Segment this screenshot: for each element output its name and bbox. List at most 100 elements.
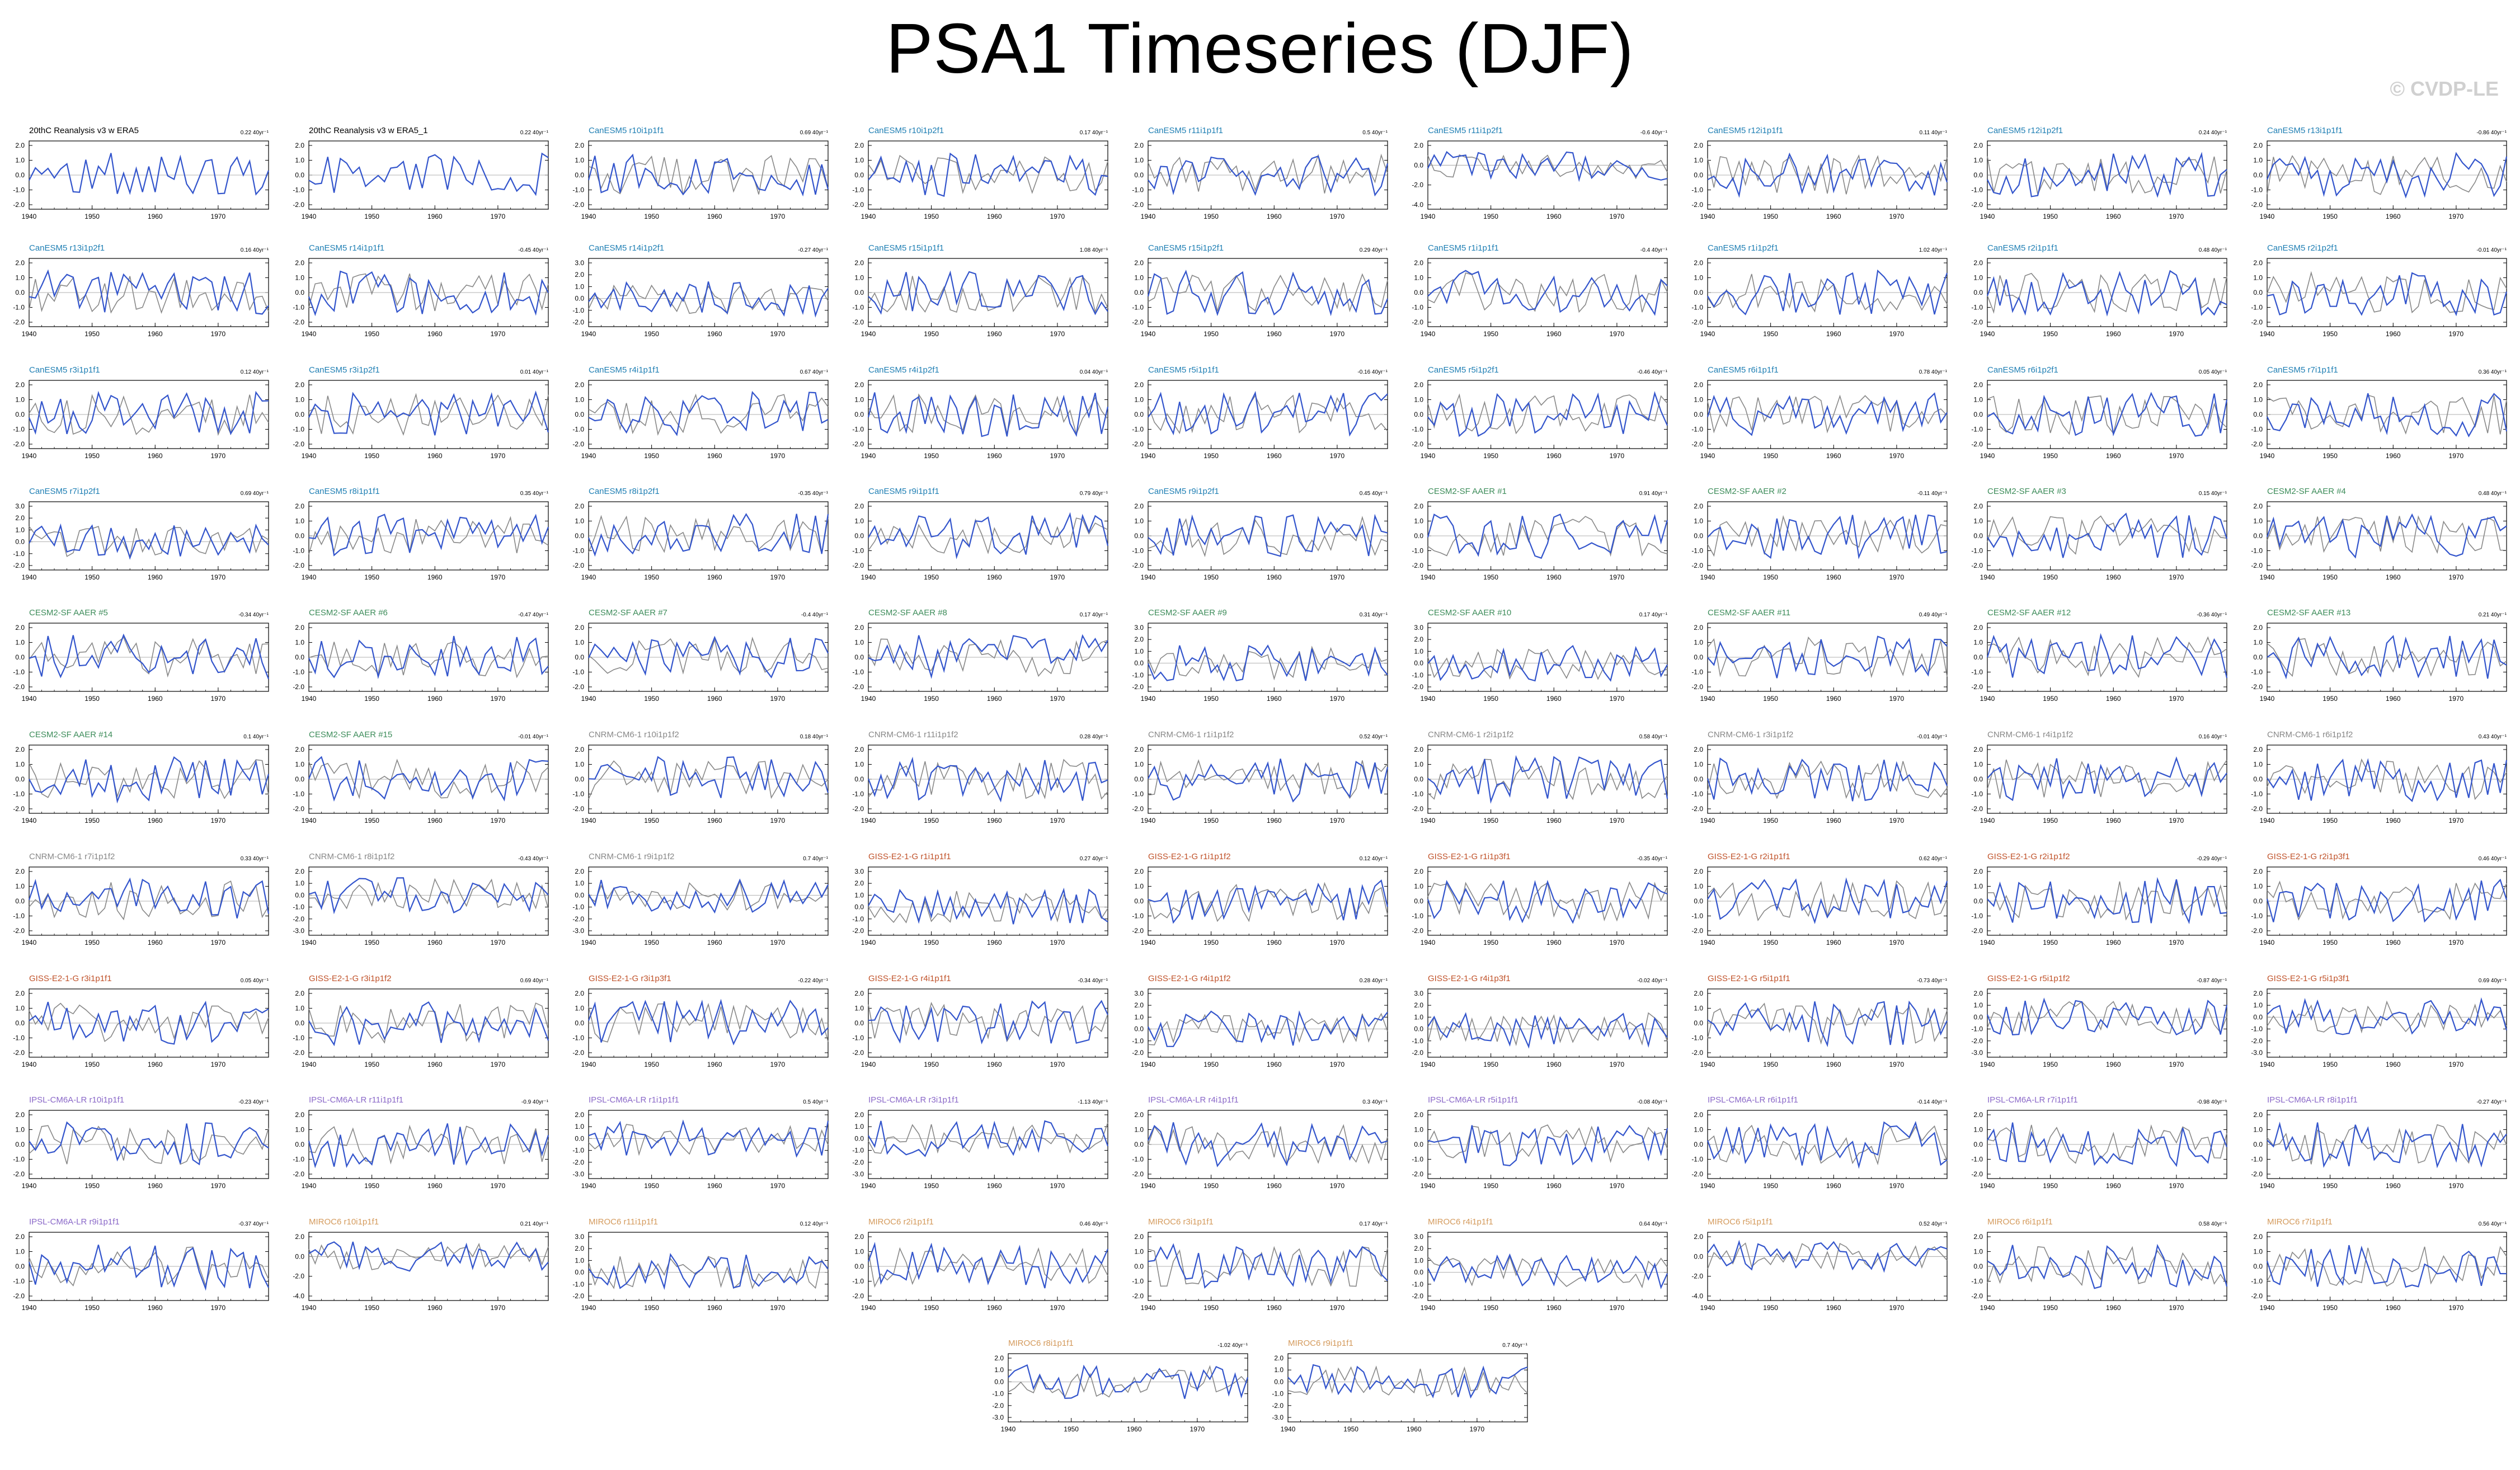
obs-series-line: [1707, 274, 1948, 313]
member-series-line: [1986, 633, 2228, 679]
x-tick-label: 1940: [1980, 1061, 1995, 1068]
panel-trend: -0.87 40yr⁻¹: [2197, 978, 2227, 984]
x-tick-label: 1970: [1330, 817, 1345, 824]
y-tick-label: -2.0: [293, 915, 304, 923]
x-tick-label: 1960: [2386, 817, 2401, 824]
x-tick-label: 1970: [2449, 213, 2464, 220]
y-tick-label: -1.0: [572, 186, 584, 194]
x-tick-label: 1960: [1546, 330, 1562, 338]
x-tick-label: 1950: [364, 1061, 379, 1068]
x-tick-label: 1940: [22, 330, 37, 338]
y-tick-label: -2.0: [1691, 201, 1703, 209]
obs-series-line: [1707, 760, 1948, 799]
member-series-line: [2267, 1122, 2507, 1169]
y-tick-label: -1.0: [1691, 1034, 1703, 1042]
y-tick-label: 2.0: [295, 381, 304, 389]
y-tick-label: 0.0: [1134, 532, 1144, 540]
y-tick-label: 0.0: [2253, 897, 2263, 905]
x-tick-label: 1940: [1980, 213, 1995, 220]
x-tick-label: 1940: [302, 1061, 317, 1068]
x-tick-label: 1970: [1050, 817, 1065, 824]
y-tick-label: 2.0: [295, 746, 304, 753]
y-tick-label: -1.0: [1132, 1278, 1144, 1285]
y-tick-label: -1.0: [293, 903, 304, 911]
x-tick-label: 1940: [1980, 573, 1995, 581]
panel-label: IPSL-CM6A-LR r10i1p1f1: [29, 1095, 124, 1105]
x-tick-label: 1970: [770, 1304, 786, 1312]
x-tick-label: 1970: [1330, 213, 1345, 220]
y-tick-label: 2.0: [575, 1245, 584, 1252]
panel-label: CanESM5 r3i1p2f1: [309, 365, 380, 375]
x-tick-label: 1950: [2043, 1061, 2058, 1068]
y-tick-label: -2.0: [1132, 927, 1144, 935]
obs-series-line: [29, 394, 269, 436]
y-tick-label: 0.0: [1414, 289, 1423, 296]
y-tick-label: 2.0: [295, 624, 304, 632]
member-series-line: [29, 153, 270, 196]
x-tick-label: 1940: [581, 1304, 596, 1312]
y-tick-label: 2.0: [2253, 259, 2263, 267]
y-tick-label: -1.0: [1971, 790, 1983, 798]
y-tick-label: -3.0: [1272, 1414, 1283, 1421]
y-tick-label: -2.0: [13, 201, 25, 209]
obs-series-line: [1707, 1124, 1948, 1166]
panel-label: CNRM-CM6-1 r10i1p1f2: [589, 730, 679, 739]
y-tick-label: 0.0: [2253, 171, 2263, 179]
x-tick-label: 1960: [2106, 695, 2121, 703]
y-tick-label: 0.0: [1694, 171, 1703, 179]
x-tick-label: 1960: [148, 213, 163, 220]
y-tick-label: 1.0: [1973, 517, 1983, 525]
y-tick-label: -2.0: [1132, 201, 1144, 209]
x-tick-label: 1970: [1889, 1182, 1905, 1190]
x-tick-label: 1970: [1050, 1061, 1065, 1068]
y-tick-label: 0.0: [295, 1019, 304, 1027]
y-tick-label: -3.0: [293, 927, 304, 935]
y-tick-label: -1.0: [2251, 547, 2263, 555]
y-tick-label: -2.0: [1412, 927, 1423, 935]
panel: GISS-E2-1-G r2i1p3f1 0.46 40yr⁻¹ 2.0 1.0 0.0…: [2251, 852, 2508, 946]
y-tick-label: 1.0: [2253, 157, 2263, 164]
plot-frame: [868, 1110, 1108, 1179]
y-tick-label: 0.0: [1414, 897, 1423, 905]
x-tick-label: 1970: [1050, 330, 1065, 338]
y-tick-label: -1.0: [572, 903, 584, 911]
x-tick-label: 1960: [1267, 452, 1282, 460]
panel-label: CanESM5 r6i1p2f1: [1987, 365, 2058, 375]
y-tick-label: 1.0: [1134, 1013, 1144, 1021]
x-tick-label: 1970: [2169, 573, 2184, 581]
x-tick-label: 1960: [427, 330, 443, 338]
x-tick-label: 1970: [770, 452, 786, 460]
panel: CanESM5 r5i1p1f1 -0.16 40yr⁻¹ 2.0 1.0 0.0 -1.…: [1132, 365, 1388, 460]
panel-trend: -0.11 40yr⁻¹: [1917, 491, 1948, 497]
y-tick-label: 2.0: [854, 142, 864, 149]
y-tick-label: 3.0: [1134, 990, 1144, 997]
plot-frame: [1287, 1353, 1528, 1422]
y-tick-label: 1.0: [2253, 883, 2263, 891]
panel-trend: 0.43 40yr⁻¹: [2479, 734, 2507, 740]
panel-trend: -0.37 40yr⁻¹: [238, 1221, 269, 1227]
plot-frame: [588, 866, 829, 936]
y-tick-label: 2.0: [1973, 868, 1983, 875]
y-tick-label: -1.0: [852, 790, 864, 798]
y-tick-label: 2.0: [15, 624, 25, 632]
y-tick-label: 0.0: [575, 1019, 584, 1027]
y-tick-label: -2.0: [852, 805, 864, 813]
x-tick-label: 1970: [770, 939, 786, 946]
panel: 20thC Reanalysis v3 w ERA5 0.22 40yr⁻¹ 2.0…: [13, 126, 270, 220]
y-tick-label: -1.0: [852, 186, 864, 194]
y-tick-label: -1.0: [2251, 186, 2263, 194]
x-tick-label: 1960: [427, 573, 443, 581]
panel-label: CNRM-CM6-1 r6i1p1f2: [2267, 730, 2353, 739]
x-tick-label: 1950: [1763, 573, 1778, 581]
y-tick-label: 0.0: [295, 653, 304, 661]
x-tick-label: 1940: [2260, 1061, 2275, 1068]
y-tick-label: 2.0: [854, 990, 864, 997]
panel-trend: 0.21 40yr⁻¹: [520, 1221, 549, 1227]
y-tick-label: 2.0: [2253, 1233, 2263, 1241]
y-tick-label: -2.0: [293, 1170, 304, 1178]
y-tick-label: -1.0: [293, 668, 304, 676]
y-tick-label: 2.0: [1134, 502, 1144, 510]
y-tick-label: -1.0: [572, 426, 584, 434]
y-tick-label: -2.0: [13, 1049, 25, 1057]
y-tick-label: 2.0: [295, 1111, 304, 1119]
